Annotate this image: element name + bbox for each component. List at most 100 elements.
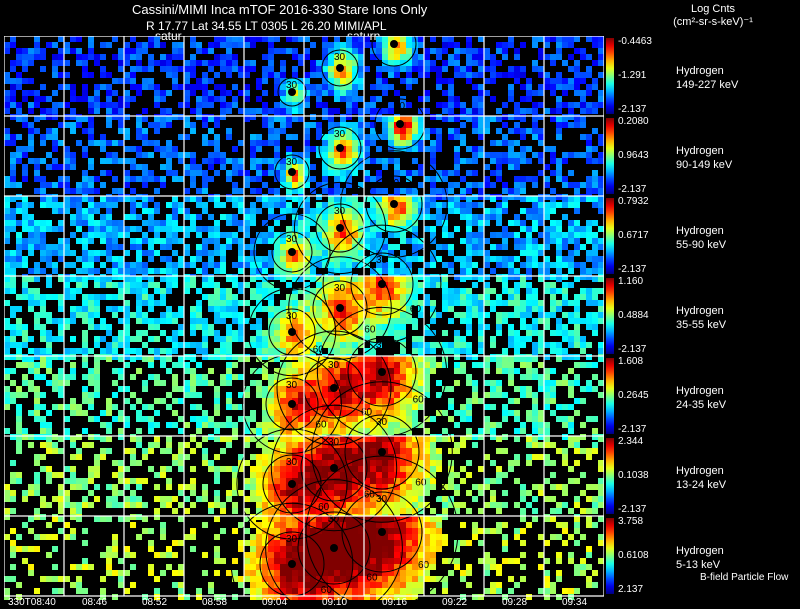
image-pixel	[184, 368, 190, 374]
image-pixel	[22, 244, 28, 250]
image-pixel	[412, 380, 418, 386]
image-pixel	[10, 268, 16, 274]
image-pixel	[130, 96, 136, 102]
image-pixel	[238, 202, 244, 208]
image-pixel	[412, 128, 418, 134]
image-pixel	[34, 288, 40, 294]
image-pixel	[400, 196, 406, 202]
image-pixel	[280, 422, 286, 428]
image-pixel	[556, 220, 562, 226]
image-pixel	[148, 422, 154, 428]
image-pixel	[256, 188, 262, 194]
image-pixel	[340, 294, 346, 300]
image-pixel	[406, 122, 412, 128]
image-pixel	[400, 232, 406, 238]
image-pixel	[304, 300, 310, 306]
image-pixel	[376, 324, 382, 330]
image-pixel	[124, 306, 130, 312]
image-pixel	[388, 416, 394, 422]
image-pixel	[154, 496, 160, 502]
image-pixel	[112, 196, 118, 202]
image-pixel	[256, 514, 262, 520]
image-pixel	[304, 122, 310, 128]
image-pixel	[76, 448, 82, 454]
image-pixel	[556, 256, 562, 262]
image-pixel	[532, 300, 538, 306]
image-pixel	[106, 72, 112, 78]
image-pixel	[10, 214, 16, 220]
image-pixel	[592, 288, 598, 294]
image-pixel	[508, 114, 514, 120]
image-pixel	[100, 54, 106, 60]
image-pixel	[328, 288, 334, 294]
image-pixel	[448, 202, 454, 208]
image-pixel	[556, 48, 562, 54]
image-pixel	[70, 84, 76, 90]
image-pixel	[358, 422, 364, 428]
image-pixel	[382, 108, 388, 114]
image-pixel	[100, 66, 106, 72]
image-pixel	[274, 416, 280, 422]
image-pixel	[154, 176, 160, 182]
image-pixel	[208, 330, 214, 336]
image-pixel	[82, 442, 88, 448]
image-pixel	[352, 36, 358, 42]
image-pixel	[322, 250, 328, 256]
image-pixel	[430, 318, 436, 324]
image-pixel	[226, 342, 232, 348]
image-pixel	[436, 188, 442, 194]
image-pixel	[430, 128, 436, 134]
image-pixel	[394, 60, 400, 66]
image-pixel	[58, 318, 64, 324]
image-pixel	[142, 208, 148, 214]
image-pixel	[382, 318, 388, 324]
image-pixel	[226, 374, 232, 380]
image-pixel	[136, 436, 142, 442]
image-pixel	[190, 214, 196, 220]
image-pixel	[100, 348, 106, 354]
image-pixel	[496, 232, 502, 238]
image-pixel	[514, 54, 520, 60]
image-pixel	[526, 336, 532, 342]
image-pixel	[88, 232, 94, 238]
image-pixel	[142, 78, 148, 84]
image-pixel	[538, 54, 544, 60]
image-pixel	[124, 214, 130, 220]
image-pixel	[148, 220, 154, 226]
image-pixel	[388, 140, 394, 146]
image-pixel	[280, 436, 286, 442]
image-pixel	[268, 312, 274, 318]
image-pixel	[250, 484, 256, 490]
image-pixel	[166, 146, 172, 152]
image-pixel	[208, 42, 214, 48]
image-pixel	[34, 410, 40, 416]
image-pixel	[502, 276, 508, 282]
image-pixel	[118, 490, 124, 496]
image-pixel	[262, 490, 268, 496]
image-pixel	[340, 176, 346, 182]
image-pixel	[40, 176, 46, 182]
image-pixel	[274, 454, 280, 460]
image-pixel	[556, 122, 562, 128]
image-pixel	[454, 146, 460, 152]
image-pixel	[202, 244, 208, 250]
image-pixel	[220, 158, 226, 164]
image-pixel	[106, 170, 112, 176]
image-pixel	[430, 348, 436, 354]
image-pixel	[268, 422, 274, 428]
image-pixel	[268, 128, 274, 134]
image-pixel	[394, 422, 400, 428]
image-pixel	[280, 232, 286, 238]
image-pixel	[160, 220, 166, 226]
image-pixel	[76, 36, 82, 42]
image-pixel	[220, 354, 226, 360]
image-pixel	[28, 158, 34, 164]
image-pixel	[532, 368, 538, 374]
image-pixel	[160, 362, 166, 368]
image-pixel	[154, 410, 160, 416]
image-pixel	[286, 460, 292, 466]
image-pixel	[400, 356, 406, 362]
image-pixel	[340, 392, 346, 398]
image-pixel	[544, 404, 550, 410]
image-pixel	[76, 54, 82, 60]
